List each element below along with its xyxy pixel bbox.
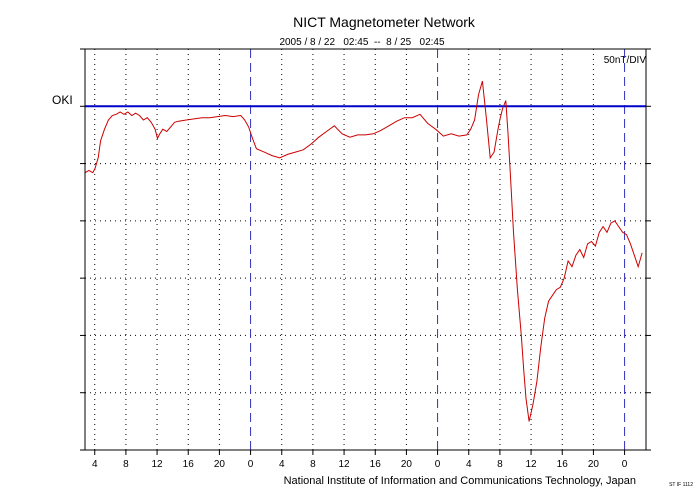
plot-frame <box>84 48 647 451</box>
x-tick-label: 20 <box>588 459 600 470</box>
x-tick-label: 8 <box>310 459 316 470</box>
scale-label: 50nT/DIV <box>604 55 647 66</box>
x-tick-label: 20 <box>214 459 226 470</box>
x-tick-label: 12 <box>152 459 164 470</box>
x-tick-label: 20 <box>401 459 413 470</box>
x-tick-label: 16 <box>557 459 569 470</box>
x-tick-label: 16 <box>370 459 382 470</box>
x-tick-label: 0 <box>622 459 628 470</box>
x-tick-label: 4 <box>279 459 285 470</box>
station-label: OKI <box>52 93 73 107</box>
chart-title: NICT Magnetometer Network <box>293 14 476 30</box>
x-tick-label: 8 <box>497 459 503 470</box>
x-tick-label: 12 <box>526 459 538 470</box>
series-trace <box>84 80 643 422</box>
x-tick-label: 0 <box>248 459 254 470</box>
chart-subtitle: 2005 / 8 / 22 02:45 -- 8 / 25 02:45 <box>279 37 445 48</box>
footer-credit: National Institute of Information and Co… <box>284 475 636 487</box>
x-tick-label: 16 <box>183 459 195 470</box>
x-tick-layer: 4 8 12 16 20 0 4 8 12 16 20 0 4 8 12 16 20 0 <box>92 450 628 470</box>
x-tick-label: 0 <box>435 459 441 470</box>
footer-small-code: ST IF 1112 <box>669 482 693 488</box>
x-tick-label: 4 <box>92 459 98 470</box>
y-tick-layer <box>80 48 651 451</box>
grid-layer <box>85 49 646 450</box>
x-tick-label: 12 <box>339 459 351 470</box>
day-boundary-layer <box>250 49 626 450</box>
x-tick-label: 8 <box>123 459 129 470</box>
x-tick-label: 4 <box>466 459 472 470</box>
